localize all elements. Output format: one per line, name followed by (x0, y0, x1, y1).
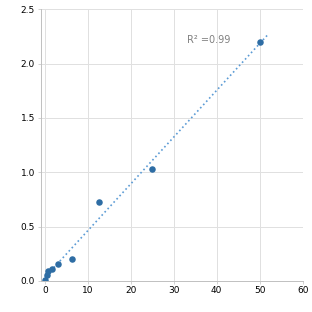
Point (49, 266, 54, 271)
Point (44, 272, 49, 277)
Text: R² =0.99: R² =0.99 (187, 35, 230, 45)
Point (69, 256, 74, 261)
Point (96, 199, 101, 204)
Point (46, 269, 51, 274)
Point (56, 262, 61, 267)
Point (257, 40, 262, 45)
Point (42, 277, 47, 282)
Point (150, 167, 155, 172)
